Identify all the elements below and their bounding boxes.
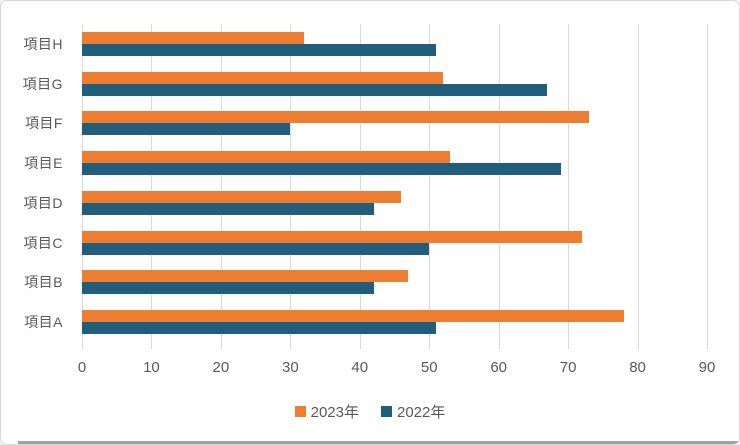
axis-tick [498,342,500,349]
y-axis-label: 項目C [23,234,63,251]
category-row [82,263,707,303]
x-axis-label: 90 [698,359,716,376]
x-axis-label: 0 [77,359,87,376]
bar-2022 [82,163,562,176]
legend-item-2023: 2023年 [294,401,359,422]
legend-swatch [294,406,306,417]
axis-tick [707,342,708,349]
gridline [290,24,292,342]
bar-2023 [82,71,444,84]
axis-tick [151,342,153,349]
gridline [429,24,431,342]
bar-2022 [82,282,374,295]
bar-2022 [82,202,374,215]
bar-2023 [82,151,451,164]
axis-tick [568,342,570,349]
axis-tick [290,342,292,349]
x-axis-label: 60 [490,359,507,376]
x-axis-label: 10 [143,359,160,376]
category-row [82,143,707,183]
bar-2022 [82,242,430,255]
axis-tick [429,342,431,349]
y-axis-label: 項目G [22,75,63,92]
y-axis-label: 項目A [24,314,63,331]
bar-2023 [82,190,402,203]
bar-2022 [82,322,437,335]
y-axis-label: 項目B [24,274,63,291]
bar-2023 [82,111,589,124]
legend-item-2022: 2022年 [381,401,445,422]
bar-2022 [82,83,548,96]
x-axis-label: 50 [420,359,438,376]
bar-series-container [82,24,707,342]
category-row [82,24,707,64]
category-row [82,302,707,342]
y-axis: 項目H 項目G 項目F 項目E 項目D 項目C 項目B 項目A [1,24,72,342]
gridline [220,24,222,342]
gridline [498,24,500,342]
y-axis-label: 項目D [23,194,63,211]
y-axis-label: 項目E [24,155,63,172]
y-axis-label: 項目F [24,115,63,132]
x-axis-label: 20 [212,359,230,376]
legend: 2023年 2022年 [1,401,739,422]
bar-2023 [82,230,582,243]
bar-2023 [82,31,305,44]
gridline [82,24,83,342]
legend-swatch [381,406,392,417]
gridline [359,24,361,342]
gridline [637,24,639,342]
plot-area [82,24,708,342]
category-row [82,104,707,144]
gridline [707,24,708,342]
legend-label: 2023年 [310,404,359,421]
y-axis-label: 項目H [23,35,63,52]
bar-2022 [82,123,291,136]
x-axis-label: 70 [559,359,577,376]
category-row [82,223,707,263]
bar-2023 [82,310,624,323]
axis-tick [637,342,639,349]
window-bottom-edge [18,441,739,444]
x-axis-label: 80 [629,359,646,376]
bar-2022 [82,43,437,56]
category-row [82,183,707,223]
x-axis-label: 40 [351,359,369,376]
axis-tick [82,342,83,349]
axis-tick [359,342,361,349]
category-row [82,64,707,104]
gridline [151,24,153,342]
bar-2023 [82,270,409,283]
legend-label: 2022年 [397,404,446,421]
x-axis-label: 30 [281,359,299,376]
axis-tick [220,342,222,349]
gridline [568,24,570,342]
